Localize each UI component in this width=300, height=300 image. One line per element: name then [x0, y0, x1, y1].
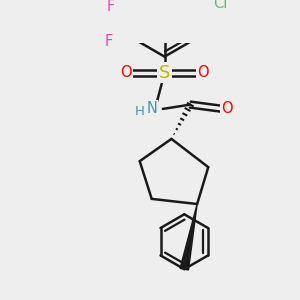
Text: O: O [197, 65, 209, 80]
Text: S: S [159, 64, 170, 82]
Text: Cl: Cl [213, 0, 228, 11]
Text: F: F [105, 34, 113, 49]
Text: H: H [135, 105, 145, 118]
Text: O: O [221, 101, 233, 116]
Polygon shape [180, 204, 197, 270]
Text: F: F [106, 0, 115, 14]
Text: N: N [146, 101, 157, 116]
Text: O: O [120, 65, 132, 80]
